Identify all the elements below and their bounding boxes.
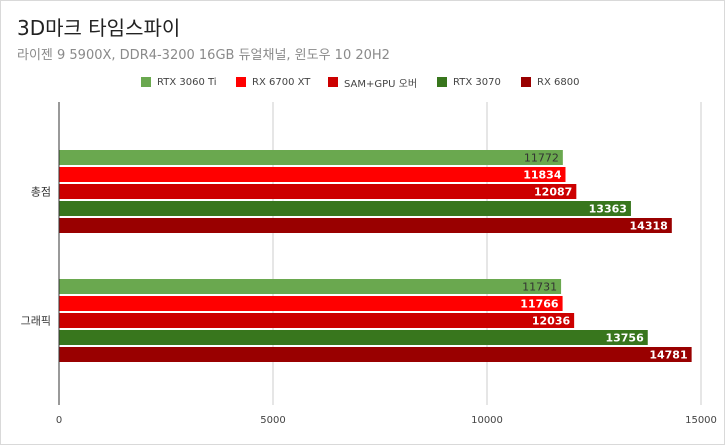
bar-value-label: 12087 <box>534 186 572 199</box>
bar-value-label: 11772 <box>524 152 559 165</box>
category-label: 총점 <box>31 186 51 199</box>
bar <box>59 313 575 328</box>
bar-value-label: 11766 <box>520 298 559 311</box>
legend-label: RTX 3060 Ti <box>157 76 217 88</box>
bar-value-label: 13363 <box>589 203 627 216</box>
legend-swatch <box>521 77 531 87</box>
legend-label: SAM+GPU 오버 <box>344 78 418 90</box>
legend-swatch <box>236 77 246 87</box>
legend-item: RTX 3060 Ti <box>141 74 217 90</box>
x-tick-label: 15000 <box>685 415 717 426</box>
legend-swatch <box>437 77 447 87</box>
chart-title: 3D마크 타임스파이 <box>17 16 181 40</box>
x-tick-label: 10000 <box>471 415 503 426</box>
chart-subtitle: 라이젠 9 5900X, DDR4-3200 16GB 듀얼채널, 윈도우 10… <box>17 48 390 63</box>
bar <box>59 218 672 233</box>
bar-value-label: 14781 <box>649 349 687 362</box>
bar <box>59 279 562 294</box>
bar-value-label: 13756 <box>605 332 644 345</box>
legend-swatch <box>328 77 338 87</box>
legend-item: RTX 3070 <box>437 74 501 90</box>
bar-value-label: 12036 <box>532 315 571 328</box>
legend-item: RX 6700 XT <box>236 74 310 90</box>
bar-value-label: 11834 <box>523 169 562 182</box>
legend-label: RTX 3070 <box>453 76 501 88</box>
legend-label: RX 6800 <box>537 76 580 88</box>
bar <box>59 296 563 311</box>
x-tick-label: 5000 <box>260 415 285 426</box>
bar <box>59 330 648 345</box>
bar <box>59 201 631 216</box>
legend-item: SAM+GPU 오버 <box>328 74 417 90</box>
x-tick-label: 0 <box>56 415 62 426</box>
bar <box>59 167 566 182</box>
bar <box>59 150 563 165</box>
bar <box>59 184 577 199</box>
legend-swatch <box>141 77 151 87</box>
bar <box>59 347 692 362</box>
legend-item: RX 6800 <box>521 74 579 90</box>
bar-value-label: 11731 <box>522 281 557 294</box>
bar-value-label: 14318 <box>630 220 668 233</box>
legend-label: RX 6700 XT <box>252 76 311 88</box>
chart-legend: RTX 3060 Ti RX 6700 XT SAM+GPU 오버 RTX 3070 R… <box>0 74 725 90</box>
category-label: 그래픽 <box>21 315 51 328</box>
